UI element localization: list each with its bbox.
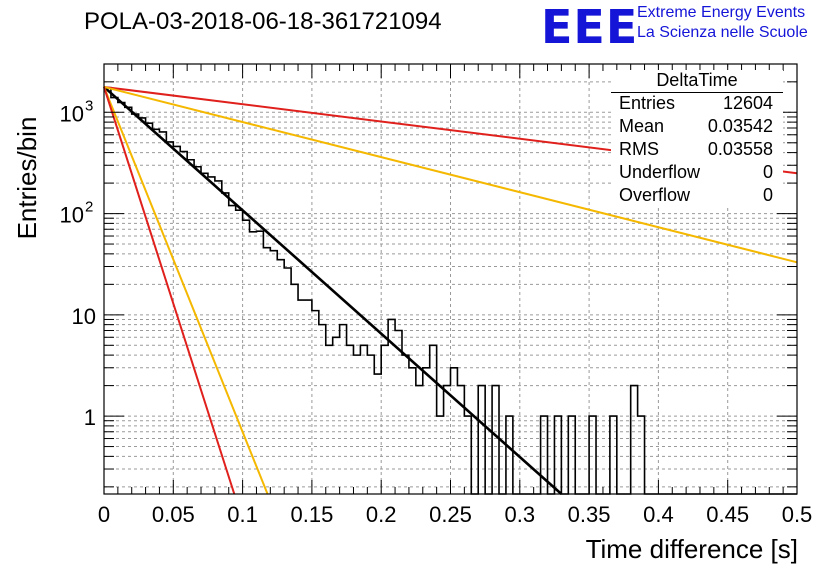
stats-value: 0: [762, 162, 773, 182]
x-tick-label: 0.2: [366, 502, 397, 527]
stats-value: 0.03542: [707, 116, 773, 136]
fit-line: [103, 85, 563, 495]
x-tick-label: 0.35: [568, 502, 611, 527]
x-tick-label: 0.4: [643, 502, 674, 527]
fit-line: [103, 85, 798, 264]
stats-label: Overflow: [619, 185, 691, 205]
x-tick-label: 0.3: [505, 502, 536, 527]
x-tick-label: 0.1: [227, 502, 258, 527]
fit-line: [103, 86, 269, 495]
stats-value: 12604: [722, 93, 773, 113]
fit-lines: [103, 85, 798, 495]
stats-label: RMS: [619, 139, 659, 159]
y-tick-label: 10: [72, 304, 96, 329]
y-tick-exponent: 2: [85, 199, 93, 216]
stats-label: Mean: [619, 116, 665, 136]
x-tick-label: 0.5: [782, 502, 813, 527]
y-tick-label: 10: [60, 203, 84, 228]
x-tick-label: 0.05: [152, 502, 195, 527]
x-axis-label: Time difference [s]: [586, 534, 798, 564]
y-tick-label: 10: [60, 101, 84, 126]
logo-caption-line2: La Scienza nelle Scuole: [637, 24, 808, 41]
logo-caption-line1: Extreme Energy Events: [637, 4, 806, 21]
x-tick-label: 0: [98, 502, 110, 527]
stats-divider: [611, 92, 783, 93]
y-axis-label: Entries/bin: [12, 117, 42, 240]
stats-label: Underflow: [619, 162, 701, 182]
stats-title: DeltaTime: [656, 70, 738, 90]
x-tick-label: 0.45: [706, 502, 749, 527]
axis-ticks: 0 0.05 0.1 0.15 0.2 0.25 0.3 0.35 0.4 0.45 0.5 1 10 1…: [60, 63, 813, 527]
x-tick-label: 0.15: [290, 502, 333, 527]
chart-title: POLA-03-2018-06-18-361721094: [84, 8, 442, 35]
y-tick-label: 1: [84, 405, 96, 430]
stats-value: 0: [762, 185, 773, 205]
x-tick-label: 0.25: [429, 502, 472, 527]
stats-label: Entries: [619, 93, 676, 113]
stats-value: 0.03558: [707, 139, 773, 159]
stats-box: DeltaTime Entries 12604 Mean 0.03542 RMS…: [611, 70, 783, 208]
y-tick-exponent: 3: [85, 97, 93, 114]
fit-line: [103, 86, 236, 495]
eee-logo: EEE: [541, 0, 639, 54]
